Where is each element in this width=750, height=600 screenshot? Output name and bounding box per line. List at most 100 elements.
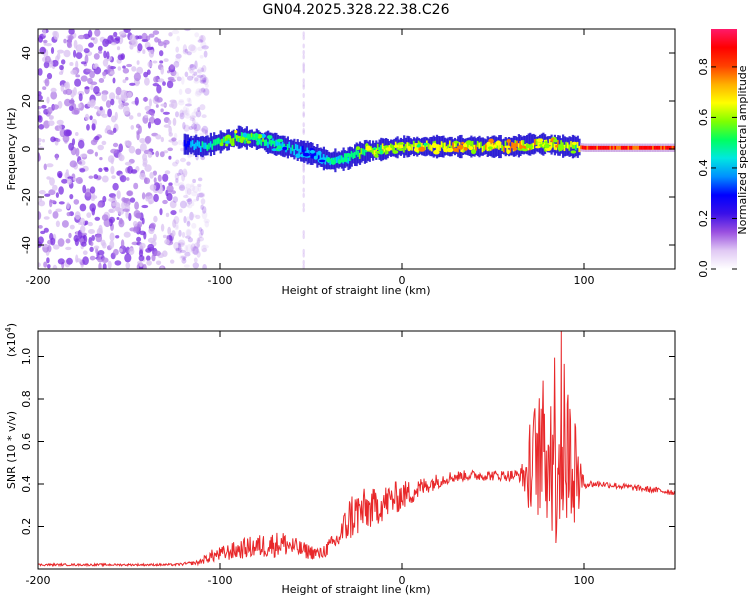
noise-speckle: [193, 71, 198, 76]
signal-cell: [198, 141, 201, 148]
signal-cell: [557, 140, 560, 147]
noise-speckle: [302, 230, 305, 236]
noise-speckle: [50, 237, 56, 246]
noise-speckle: [90, 37, 95, 41]
noise-speckle: [177, 139, 183, 145]
signal-cell: [334, 157, 337, 164]
signal-cell: [216, 138, 219, 145]
colorbar: 0.0 0.2 0.4 0.6 0.8 Normalized spectral ampl…: [697, 29, 749, 278]
y-tick-label: 0.4: [20, 475, 33, 493]
noise-speckle: [194, 121, 199, 126]
noise-speckle: [133, 72, 141, 82]
noise-speckle: [183, 170, 188, 176]
noise-speckle: [61, 178, 68, 184]
noise-speckle: [91, 123, 96, 131]
noise-speckle: [179, 184, 186, 192]
noise-speckle: [185, 244, 193, 253]
noise-speckle: [145, 110, 152, 115]
noise-speckle: [184, 48, 188, 54]
signal-cell: [214, 139, 217, 146]
noise-speckle: [162, 81, 166, 86]
y-tick-label: 0.6: [20, 433, 33, 451]
noise-speckle: [162, 173, 169, 182]
signal-cell: [668, 145, 671, 150]
signal-cell: [286, 144, 289, 151]
noise-speckle: [178, 229, 182, 237]
noise-speckle: [122, 79, 127, 84]
noise-speckle: [44, 78, 50, 87]
noise-speckle: [38, 211, 42, 220]
signal-blob: [544, 140, 548, 144]
signal-cell: [298, 148, 301, 155]
noise-speckle: [102, 242, 107, 249]
noise-speckle: [185, 228, 192, 237]
noise-speckle: [68, 105, 74, 112]
noise-speckle: [79, 161, 83, 165]
noise-speckle: [90, 139, 98, 146]
signal-cell: [657, 145, 660, 150]
noise-speckle: [182, 106, 188, 114]
noise-speckle: [152, 83, 159, 87]
colorbar-tick-label: 0.0: [697, 260, 710, 278]
noise-speckle: [302, 68, 305, 74]
signal-cell: [229, 137, 232, 144]
noise-speckle: [155, 104, 159, 108]
noise-speckle: [92, 64, 98, 69]
noise-speckle: [89, 246, 94, 252]
x-tick-label: 100: [574, 274, 595, 287]
signal-blob: [326, 157, 331, 163]
noise-speckle: [84, 188, 92, 197]
noise-speckle: [179, 109, 184, 118]
noise-speckle: [302, 192, 305, 198]
noise-speckle: [129, 44, 134, 50]
noise-speckle: [88, 229, 95, 234]
noise-speckle: [148, 227, 155, 235]
noise-speckle: [184, 244, 188, 253]
noise-speckle: [118, 31, 126, 36]
signal-cell: [455, 140, 458, 147]
noise-speckle: [191, 214, 198, 218]
signal-cell: [614, 145, 617, 150]
noise-speckle: [52, 184, 58, 191]
noise-speckle: [90, 241, 94, 247]
noise-speckle: [302, 50, 305, 55]
signal-cell: [409, 144, 412, 151]
noise-speckle: [43, 261, 48, 268]
noise-speckle: [178, 243, 182, 251]
signal-cell: [660, 145, 663, 150]
noise-speckle: [121, 201, 127, 211]
noise-speckle: [123, 231, 131, 238]
noise-speckle: [95, 234, 103, 243]
signal-cell: [206, 144, 209, 151]
noise-speckle: [175, 247, 183, 252]
noise-speckle: [134, 96, 139, 106]
noise-speckle: [116, 46, 121, 51]
noise-speckle: [98, 224, 103, 234]
noise-speckle: [179, 208, 183, 213]
signal-cell: [473, 144, 476, 151]
noise-speckle: [65, 169, 69, 176]
noise-speckle: [46, 96, 50, 104]
noise-speckle: [192, 178, 197, 184]
noise-speckle: [103, 50, 107, 59]
noise-speckle: [176, 76, 182, 82]
noise-speckle: [47, 107, 53, 115]
noise-speckle: [102, 38, 109, 47]
signal-cell: [578, 145, 581, 153]
noise-speckle: [176, 35, 180, 42]
signal-cell: [480, 141, 483, 148]
noise-speckle: [200, 198, 206, 205]
noise-speckle: [302, 84, 305, 90]
noise-speckle: [185, 183, 191, 189]
noise-speckle: [177, 172, 181, 176]
signal-cell: [386, 147, 389, 154]
signal-cell: [632, 145, 635, 150]
signal-cell: [550, 142, 553, 149]
noise-speckle: [302, 31, 305, 37]
signal-blob: [219, 142, 224, 147]
signal-cell: [568, 144, 571, 151]
noise-speckle: [108, 216, 115, 224]
signal-cell: [475, 144, 478, 151]
signal-cell: [273, 140, 276, 147]
